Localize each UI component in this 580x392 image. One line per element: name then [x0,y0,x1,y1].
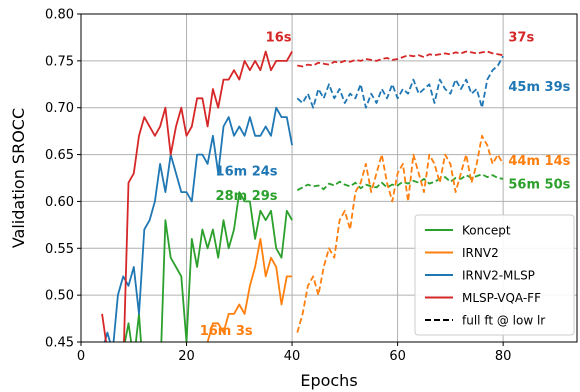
x-tick-label: 80 [495,349,512,364]
y-tick-label: 0.60 [45,195,74,210]
time-annotation: 44m 14s [508,154,570,169]
y-axis-ticks: 0.45 0.50 0.55 0.60 0.65 0.70 0.75 0.80 [45,8,81,351]
y-tick-label: 0.55 [45,242,74,257]
y-tick-label: 0.65 [45,148,74,163]
time-annotation: 16m 24s [216,164,278,179]
y-tick-label: 0.45 [45,336,74,351]
legend-label: IRNV2 [462,246,499,260]
series-line-fullft [296,55,504,109]
legend-label: Koncept [462,224,511,238]
x-tick-label: 60 [389,349,406,364]
plot-frame [80,13,578,343]
series-line-fullft [296,173,504,191]
x-tick-label: 40 [284,349,301,364]
time-annotation: 16m 3s [200,324,253,339]
x-axis-label: Epochs [300,371,357,390]
legend-label: full ft @ low lr [462,314,545,328]
legend: Koncept IRNV2 IRNV2-MLSP MLSP-VQA-FF full ft… [414,214,575,336]
series-line-fullft [296,134,504,333]
y-tick-label: 0.80 [45,8,74,23]
x-axis-ticks: 0 20 40 60 80 [77,342,512,364]
series-line [101,50,293,342]
y-tick-label: 0.70 [45,101,74,116]
time-annotation: 45m 39s [508,80,570,95]
series-group [101,50,504,342]
series-line-fullft [297,50,504,68]
legend-label: IRNV2-MLSP [462,269,535,283]
legend-label: MLSP-VQA-FF [462,291,541,305]
series-line [124,191,293,342]
legend-box [414,214,575,336]
y-tick-label: 0.50 [45,289,74,304]
time-annotation: 37s [508,30,534,45]
x-tick-label: 0 [77,349,85,364]
time-annotation: 56m 50s [508,178,570,193]
time-annotation: 28m 29s [216,189,278,204]
time-annotation: 16s [266,30,292,45]
annotations: 16s 37s 45m 39s 16m 24s 28m 29s 44m 14s 56m 50… [200,30,571,338]
series-line [103,106,293,342]
y-tick-label: 0.75 [45,54,74,69]
series-line [206,237,293,342]
x-tick-label: 20 [178,349,195,364]
y-axis-label: Validation SROCC [9,108,28,248]
